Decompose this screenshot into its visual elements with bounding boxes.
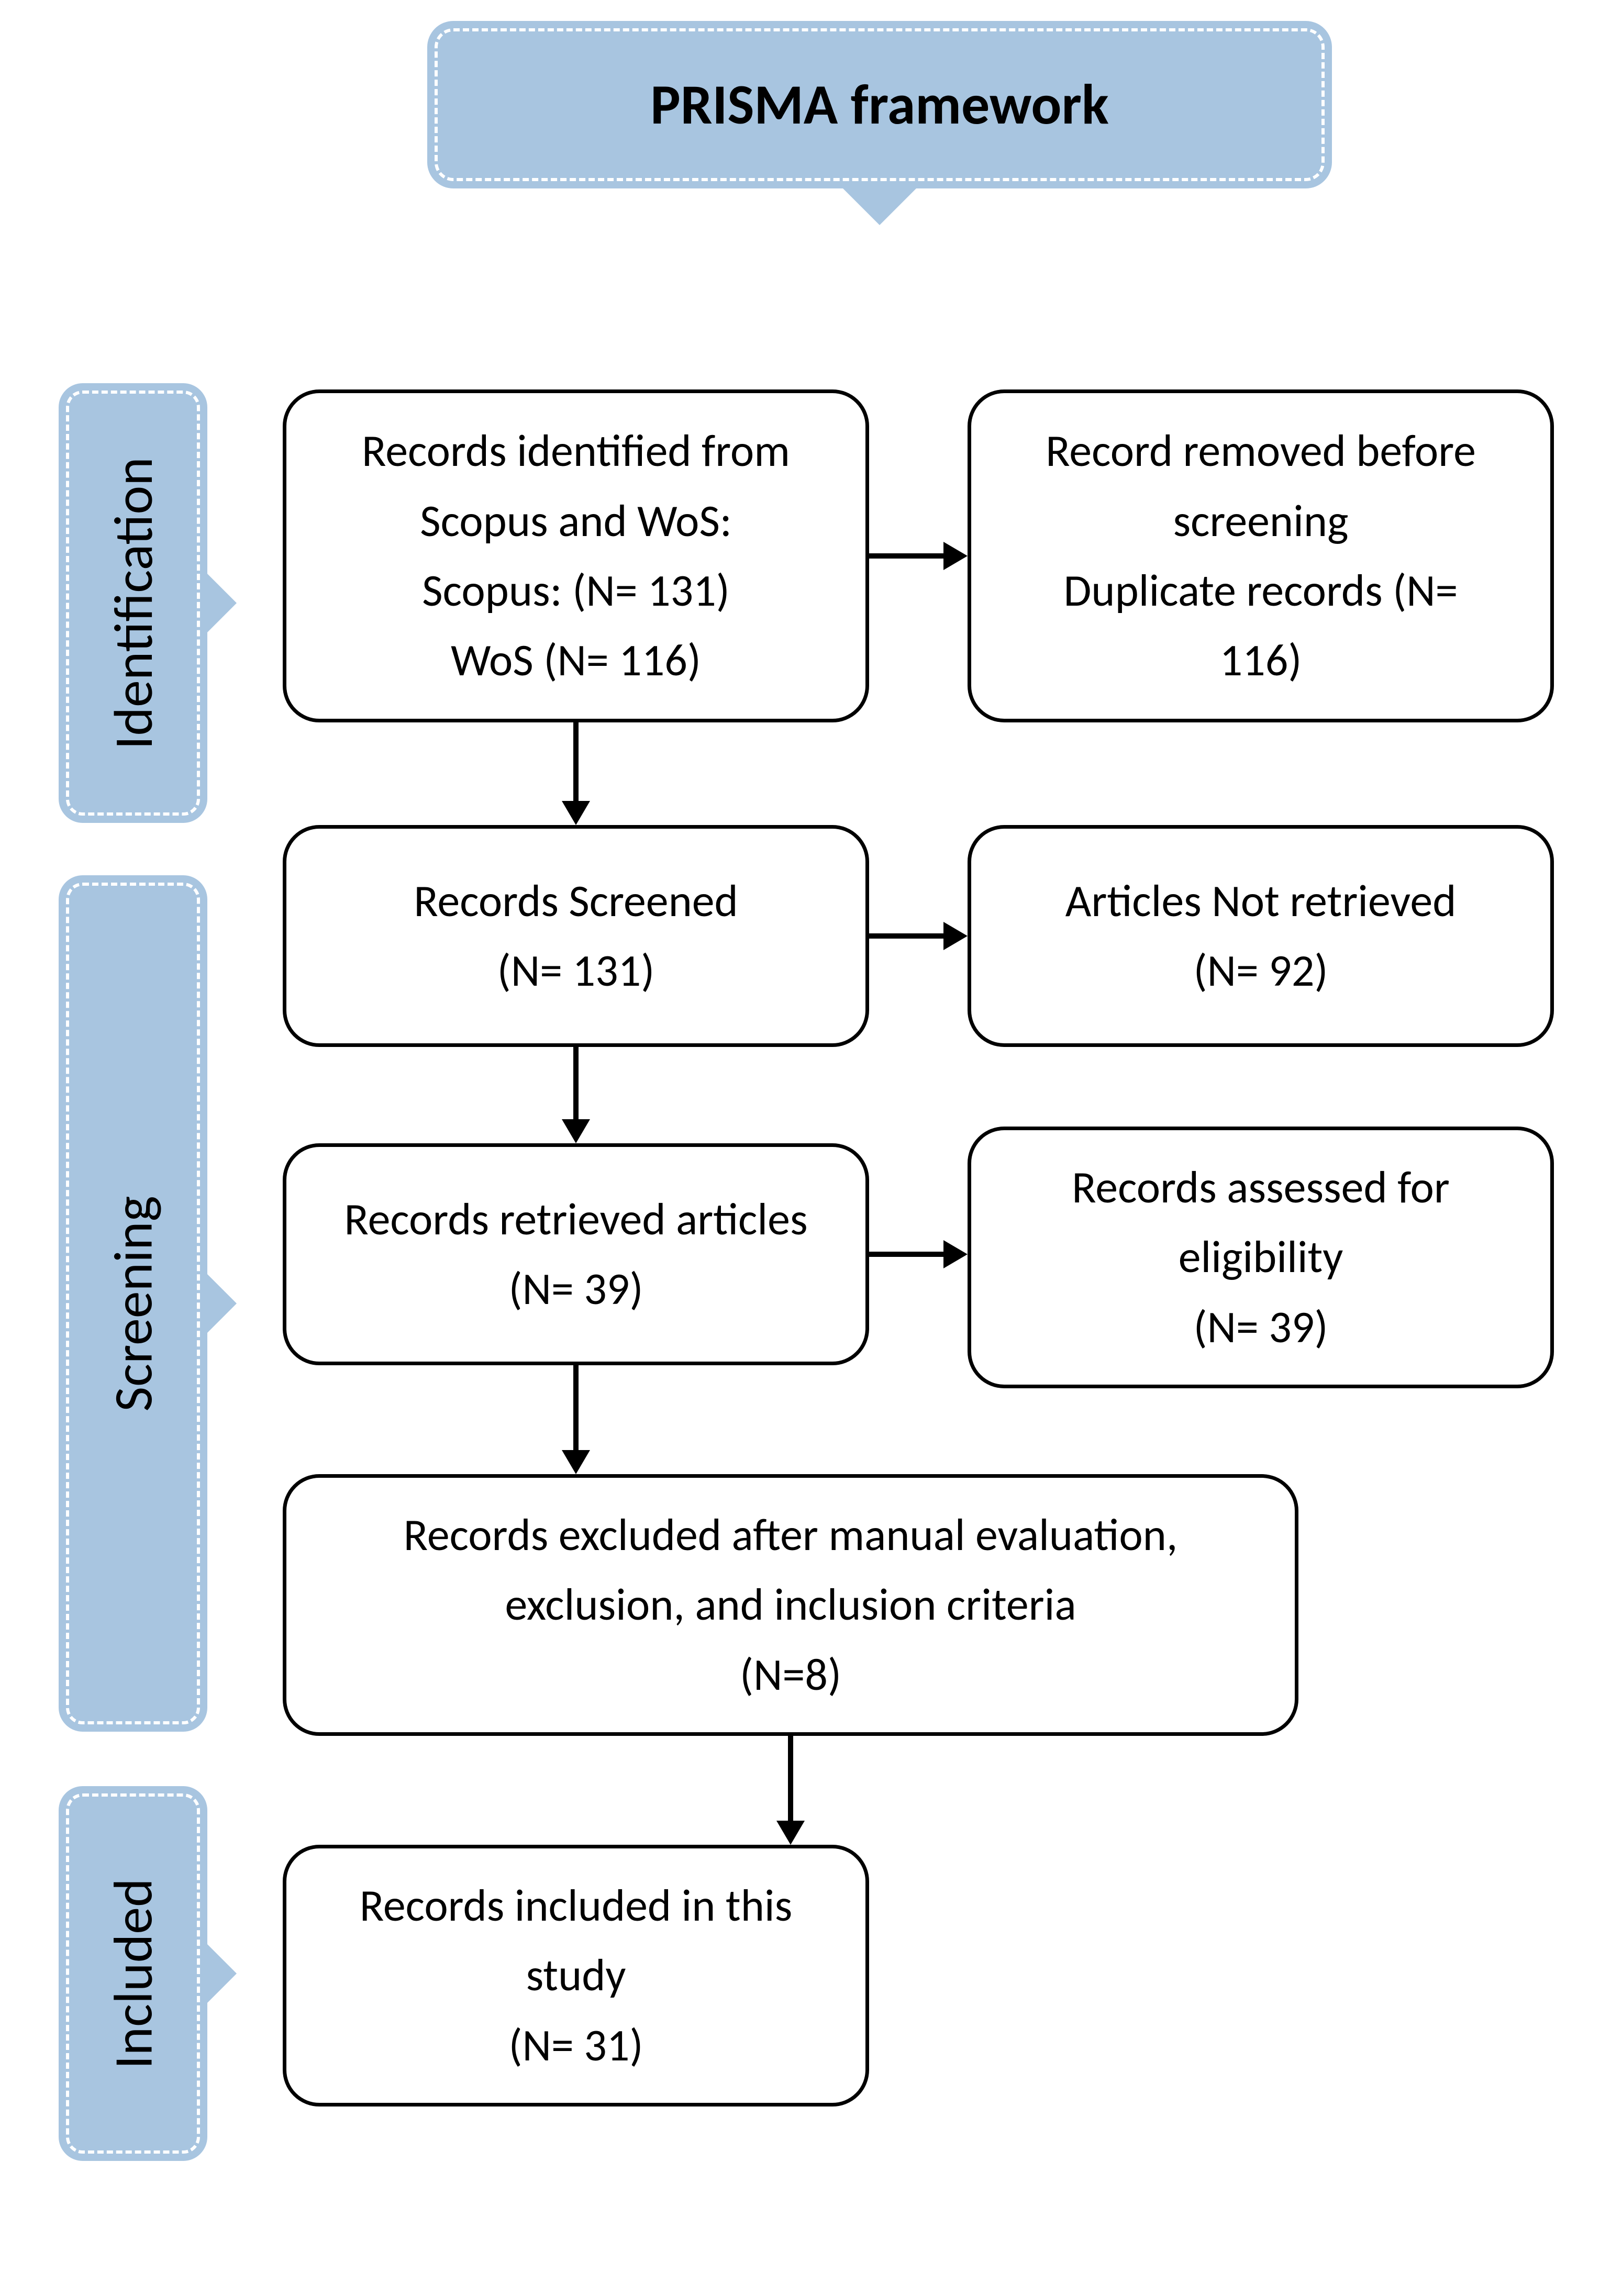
- node-line: Articles Not retrieved: [1065, 866, 1457, 936]
- node-line: study: [526, 1941, 626, 2010]
- node-line: Scopus and WoS:: [420, 486, 732, 556]
- node-line: (N= 92): [1193, 936, 1328, 1006]
- node-removed: Record removed beforescreeningDuplicate …: [968, 389, 1554, 722]
- node-line: eligibility: [1179, 1222, 1343, 1292]
- node-assessed: Records assessed foreligibility(N= 39): [968, 1127, 1554, 1388]
- node-line: (N= 39): [1193, 1292, 1328, 1362]
- node-line: (N= 39): [508, 1254, 643, 1324]
- node-line: 116): [1220, 626, 1302, 695]
- stage-identification: Identification: [59, 383, 207, 823]
- node-line: Scopus: (N= 131): [422, 556, 730, 626]
- stage-pointer-icon: [203, 1270, 237, 1337]
- node-line: (N=8): [740, 1640, 841, 1710]
- node-not-retrieved: Articles Not retrieved(N= 92): [968, 825, 1554, 1047]
- title-text: PRISMA framework: [650, 70, 1108, 139]
- node-line: Records retrieved articles: [344, 1185, 807, 1254]
- node-line: Records excluded after manual evaluation…: [404, 1500, 1178, 1570]
- stage-label-text: Screening: [100, 1196, 166, 1411]
- node-line: Record removed before: [1046, 416, 1476, 486]
- node-line: Records identified from: [362, 416, 790, 486]
- node-retrieved: Records retrieved articles(N= 39): [283, 1143, 869, 1365]
- node-line: (N= 31): [508, 2011, 643, 2080]
- stage-pointer-icon: [203, 570, 237, 637]
- node-line: Records Screened: [414, 866, 738, 936]
- node-line: exclusion, and inclusion criteria: [505, 1570, 1076, 1640]
- node-line: screening: [1173, 486, 1348, 556]
- stage-screening: Screening: [59, 875, 207, 1732]
- node-line: WoS (N= 116): [451, 626, 701, 695]
- stage-label-text: Included: [100, 1878, 166, 2069]
- title-banner: PRISMA framework: [427, 21, 1332, 188]
- node-line: Duplicate records (N=: [1063, 556, 1458, 626]
- node-line: Records assessed for: [1072, 1153, 1450, 1222]
- node-included: Records included in thisstudy(N= 31): [283, 1845, 869, 2106]
- node-excluded: Records excluded after manual evaluation…: [283, 1474, 1298, 1736]
- stage-pointer-icon: [203, 1940, 237, 2007]
- node-screened: Records Screened(N= 131): [283, 825, 869, 1047]
- node-line: Records included in this: [360, 1871, 793, 1941]
- stage-label-text: Identification: [100, 457, 166, 750]
- node-line: (N= 131): [497, 936, 655, 1006]
- node-identified: Records identified fromScopus and WoS:Sc…: [283, 389, 869, 722]
- stage-included: Included: [59, 1786, 207, 2161]
